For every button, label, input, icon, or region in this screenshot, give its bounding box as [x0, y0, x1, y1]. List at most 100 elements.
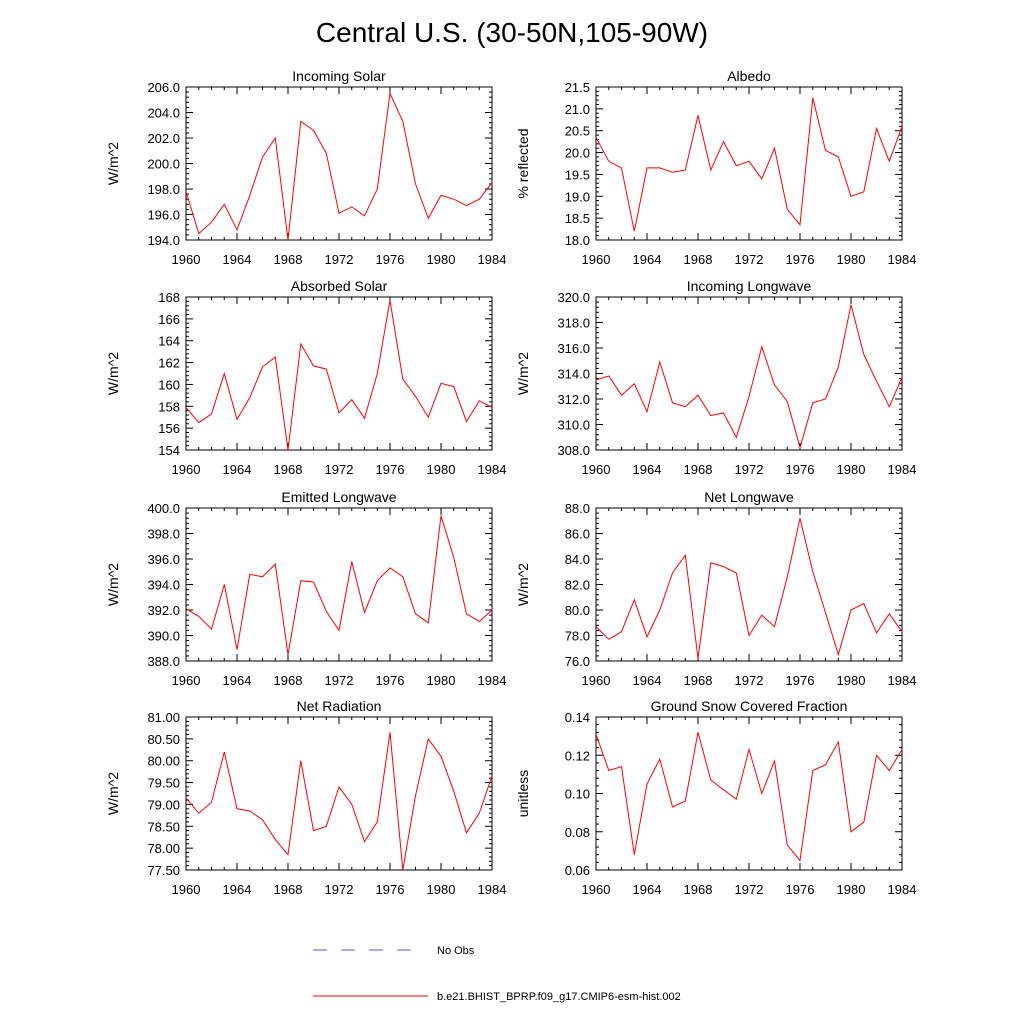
y-axis-label: W/m^2: [105, 352, 121, 395]
x-tick-label: 1980: [427, 462, 456, 477]
x-tick-label: 1968: [684, 673, 713, 688]
y-axis-label: W/m^2: [105, 563, 121, 606]
y-tick-label: 394.0: [147, 578, 180, 593]
y-tick-label: 84.0: [565, 552, 590, 567]
y-tick-label: 88.0: [565, 501, 590, 516]
x-tick-label: 1960: [582, 673, 611, 688]
x-tick-label: 1976: [786, 462, 815, 477]
x-tick-label: 1984: [478, 252, 507, 267]
x-tick-label: 1960: [582, 252, 611, 267]
y-tick-label: 19.5: [565, 167, 590, 182]
x-tick-label: 1968: [684, 462, 713, 477]
y-tick-label: 194.0: [147, 233, 180, 248]
y-tick-label: 21.5: [565, 80, 590, 95]
y-tick-label: 390.0: [147, 629, 180, 644]
x-tick-label: 1964: [633, 673, 662, 688]
y-tick-label: 78.50: [147, 819, 180, 834]
panel-title: Incoming Longwave: [687, 278, 812, 294]
y-tick-label: 308.0: [557, 443, 590, 458]
y-tick-label: 204.0: [147, 106, 180, 121]
x-tick-label: 1964: [633, 462, 662, 477]
y-tick-label: 200.0: [147, 157, 180, 172]
panel-incoming-solar: Incoming Solar W/m^2 1960 1964 1968 1972 1976 1…: [105, 68, 506, 267]
series-line-net-radiation: [185, 732, 493, 871]
y-tick-label: 198.0: [147, 182, 180, 197]
y-tick-label: 312.0: [557, 392, 590, 407]
panel-incoming-longwave: Incoming Longwave W/m^2 1960 1964 1968 1972 19…: [515, 278, 916, 477]
y-tick-label: 310.0: [557, 418, 590, 433]
y-tick-label: 20.0: [565, 146, 590, 161]
legend-label-model: b.e21.BHIST_BPRP.f09_g17.CMIP6-esm-hist.…: [437, 991, 681, 1003]
series-line-incoming-longwave: [595, 304, 903, 450]
x-tick-label: 1980: [837, 252, 866, 267]
panel-emitted-longwave: Emitted Longwave W/m^2 1960 1964 1968 1972 197…: [105, 489, 506, 688]
y-tick-label: 81.00: [147, 710, 180, 725]
y-tick-label: 20.5: [565, 124, 590, 139]
y-tick-label: 0.12: [565, 748, 590, 763]
y-tick-label: 318.0: [557, 316, 590, 331]
x-tick-label: 1972: [325, 673, 354, 688]
x-tick-label: 1960: [582, 462, 611, 477]
y-tick-label: 314.0: [557, 367, 590, 382]
y-tick-label: 0.06: [565, 863, 590, 878]
y-tick-label: 0.10: [565, 787, 590, 802]
plot-frame: [595, 507, 903, 662]
x-tick-label: 1980: [427, 252, 456, 267]
x-tick-label: 1972: [735, 252, 764, 267]
x-tick-label: 1968: [274, 673, 303, 688]
x-tick-label: 1964: [223, 882, 252, 897]
panels: Incoming Solar W/m^2 1960 1964 1968 1972 1976 1…: [105, 68, 916, 897]
x-tick-label: 1964: [223, 673, 252, 688]
x-tick-label: 1984: [478, 673, 507, 688]
y-tick-label: 206.0: [147, 80, 180, 95]
x-tick-label: 1964: [633, 252, 662, 267]
x-tick-label: 1960: [582, 882, 611, 897]
panel-title: Net Longwave: [704, 489, 794, 505]
x-tick-label: 1984: [888, 882, 917, 897]
x-tick-label: 1980: [837, 882, 866, 897]
x-tick-label: 1968: [274, 882, 303, 897]
series-line-net-longwave: [595, 518, 903, 659]
plot-frame: [595, 296, 903, 451]
y-tick-label: 86.0: [565, 527, 590, 542]
x-tick-label: 1984: [478, 462, 507, 477]
x-tick-label: 1960: [172, 462, 201, 477]
panel-albedo: Albedo % reflected 1960 1964 1968 1972 1976 198…: [515, 68, 916, 267]
x-tick-label: 1976: [786, 252, 815, 267]
y-tick-label: 162: [158, 356, 180, 371]
y-tick-label: 400.0: [147, 501, 180, 516]
x-tick-label: 1964: [223, 462, 252, 477]
x-tick-label: 1960: [172, 882, 201, 897]
plot-frame: [595, 86, 903, 241]
y-tick-label: 156: [158, 421, 180, 436]
x-tick-label: 1980: [427, 882, 456, 897]
x-tick-label: 1976: [376, 673, 405, 688]
y-tick-label: 80.50: [147, 732, 180, 747]
x-tick-label: 1964: [223, 252, 252, 267]
y-tick-label: 18.5: [565, 211, 590, 226]
y-tick-label: 0.14: [565, 710, 590, 725]
panel-title: Absorbed Solar: [291, 278, 388, 294]
x-tick-label: 1980: [837, 673, 866, 688]
y-tick-label: 196.0: [147, 208, 180, 223]
y-tick-label: 392.0: [147, 603, 180, 618]
y-tick-label: 168: [158, 290, 180, 305]
x-tick-label: 1964: [633, 882, 662, 897]
y-tick-label: 166: [158, 312, 180, 327]
x-tick-label: 1980: [837, 462, 866, 477]
y-tick-label: 398.0: [147, 527, 180, 542]
panel-title: Emitted Longwave: [281, 489, 396, 505]
y-axis-label: W/m^2: [515, 352, 531, 395]
panel-absorbed-solar: Absorbed Solar W/m^2 1960 1964 1968 1972 1976 1…: [105, 278, 506, 477]
series-line-ground-snow-covered-fraction: [595, 732, 903, 862]
y-tick-label: 316.0: [557, 341, 590, 356]
panel-net-radiation: Net Radiation W/m^2 1960 1964 1968 1972 1976 19…: [105, 698, 506, 897]
x-tick-label: 1976: [376, 252, 405, 267]
y-axis-label: W/m^2: [105, 142, 121, 185]
x-tick-label: 1972: [325, 252, 354, 267]
x-tick-label: 1972: [735, 882, 764, 897]
legend: No Obs b.e21.BHIST_BPRP.f09_g17.CMIP6-es…: [313, 945, 681, 1003]
x-tick-label: 1968: [684, 252, 713, 267]
